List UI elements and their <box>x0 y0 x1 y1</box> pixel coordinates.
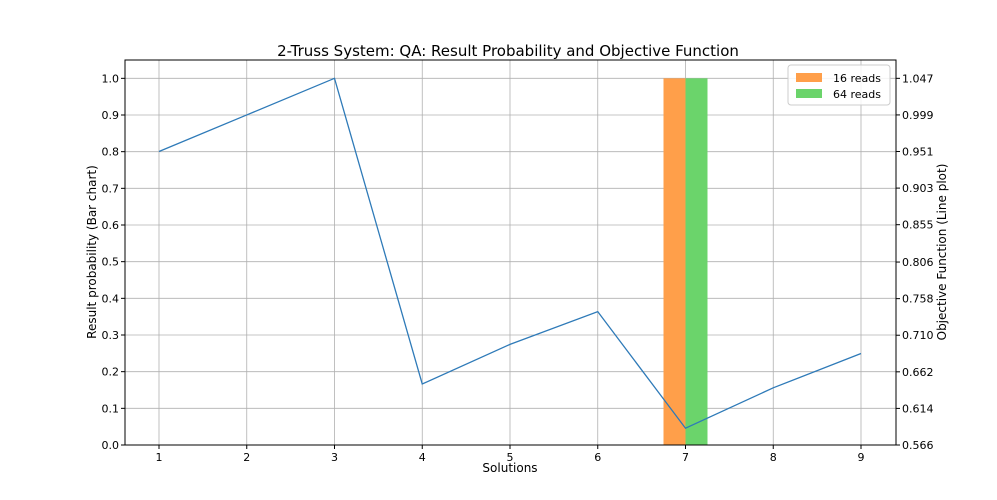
x-tick-label: 8 <box>770 451 777 464</box>
y-left-tick-label: 1.0 <box>102 72 120 85</box>
bar <box>685 78 708 445</box>
y-left-tick-label: 0.3 <box>102 329 120 342</box>
x-tick-label: 6 <box>594 451 601 464</box>
y-left-tick-label: 0.5 <box>102 256 120 269</box>
y-left-tick-label: 0.8 <box>102 146 120 159</box>
x-axis: 1 2 3 4 5 6 7 8 9 <box>156 445 865 464</box>
y-left-tick-label: 0.4 <box>102 292 120 305</box>
x-tick-label: 1 <box>156 451 163 464</box>
x-tick-label: 3 <box>331 451 338 464</box>
y-axis-right-label: Objective Function (Line plot) <box>935 164 949 341</box>
y-axis-left-label: Result probability (Bar chart) <box>85 165 99 339</box>
bar <box>663 78 686 445</box>
y-right-tick-label: 1.047 <box>902 72 934 85</box>
y-left-tick-label: 0.2 <box>102 366 120 379</box>
legend-swatch <box>796 89 822 98</box>
y-right-tick-label: 0.710 <box>902 329 934 342</box>
y-left-tick-label: 0.6 <box>102 219 120 232</box>
y-axis-right: 0.566 0.614 0.662 0.710 0.758 0.806 0.855 0.903… <box>896 72 934 452</box>
x-tick-label: 4 <box>419 451 426 464</box>
y-right-tick-label: 0.999 <box>902 109 934 122</box>
y-right-tick-label: 0.566 <box>902 439 934 452</box>
grid-lines <box>125 60 896 446</box>
chart-title: 2-Truss System: QA: Result Probability a… <box>277 42 739 60</box>
legend: 16 reads 64 reads <box>787 64 891 106</box>
y-right-tick-label: 0.662 <box>902 366 934 379</box>
legend-swatch <box>796 73 822 82</box>
legend-label: 16 reads <box>833 72 881 85</box>
y-left-tick-label: 0.1 <box>102 402 120 415</box>
y-right-tick-label: 0.758 <box>902 293 934 306</box>
y-right-tick-label: 0.614 <box>902 402 934 415</box>
x-tick-label: 5 <box>507 451 514 464</box>
y-right-tick-label: 0.855 <box>902 219 934 232</box>
x-axis-label: Solutions <box>482 461 537 475</box>
y-left-tick-label: 0.0 <box>102 439 120 452</box>
x-tick-label: 9 <box>858 451 865 464</box>
x-tick-label: 7 <box>682 451 689 464</box>
legend-label: 64 reads <box>833 88 881 101</box>
x-tick-label: 2 <box>243 451 250 464</box>
objective-line <box>158 77 862 430</box>
line-series <box>158 77 862 430</box>
bar-series <box>663 78 708 445</box>
y-right-tick-label: 0.951 <box>902 146 934 159</box>
y-right-tick-label: 0.806 <box>902 256 934 269</box>
y-left-tick-label: 0.7 <box>102 182 120 195</box>
y-axis-left: 0.0 0.1 0.2 0.3 0.4 0.5 0.6 0.7 0.8 0.9 1.0 <box>102 72 125 452</box>
y-right-tick-label: 0.903 <box>902 182 934 195</box>
y-left-tick-label: 0.9 <box>102 109 120 122</box>
